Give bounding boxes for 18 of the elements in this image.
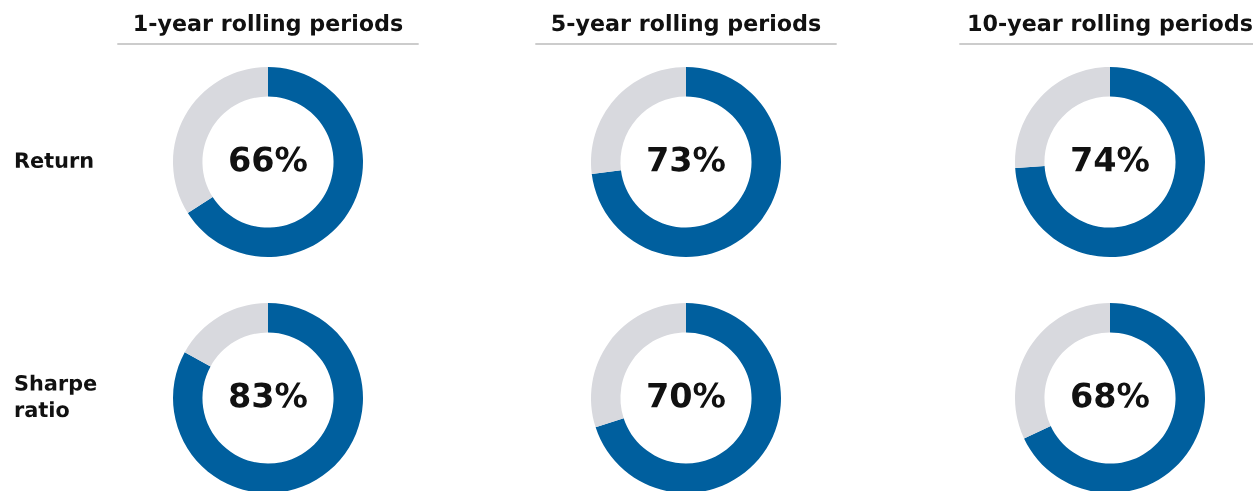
data-label: 83% (230, 382, 307, 408)
donut-slice (173, 303, 363, 491)
donut-slice (591, 67, 781, 257)
donut-slice (595, 303, 781, 491)
text: Sharpe ratio (15, 374, 97, 418)
donut-slice (184, 303, 268, 367)
chart-title: 5-year rolling periods (552, 14, 821, 36)
data-label: 66% (230, 146, 307, 172)
donut-slice (1015, 67, 1205, 257)
data-label: 70% (648, 382, 725, 408)
chart-title: 10-year rolling periods (969, 14, 1252, 36)
data-label: 74% (1072, 146, 1149, 172)
donut-slice (187, 67, 363, 257)
donut-slice (1024, 303, 1205, 491)
data-label: 73% (648, 146, 725, 172)
chart-title: 1-year rolling periods (135, 14, 403, 36)
data-label: 68% (1072, 382, 1149, 408)
text: Return (15, 152, 93, 169)
